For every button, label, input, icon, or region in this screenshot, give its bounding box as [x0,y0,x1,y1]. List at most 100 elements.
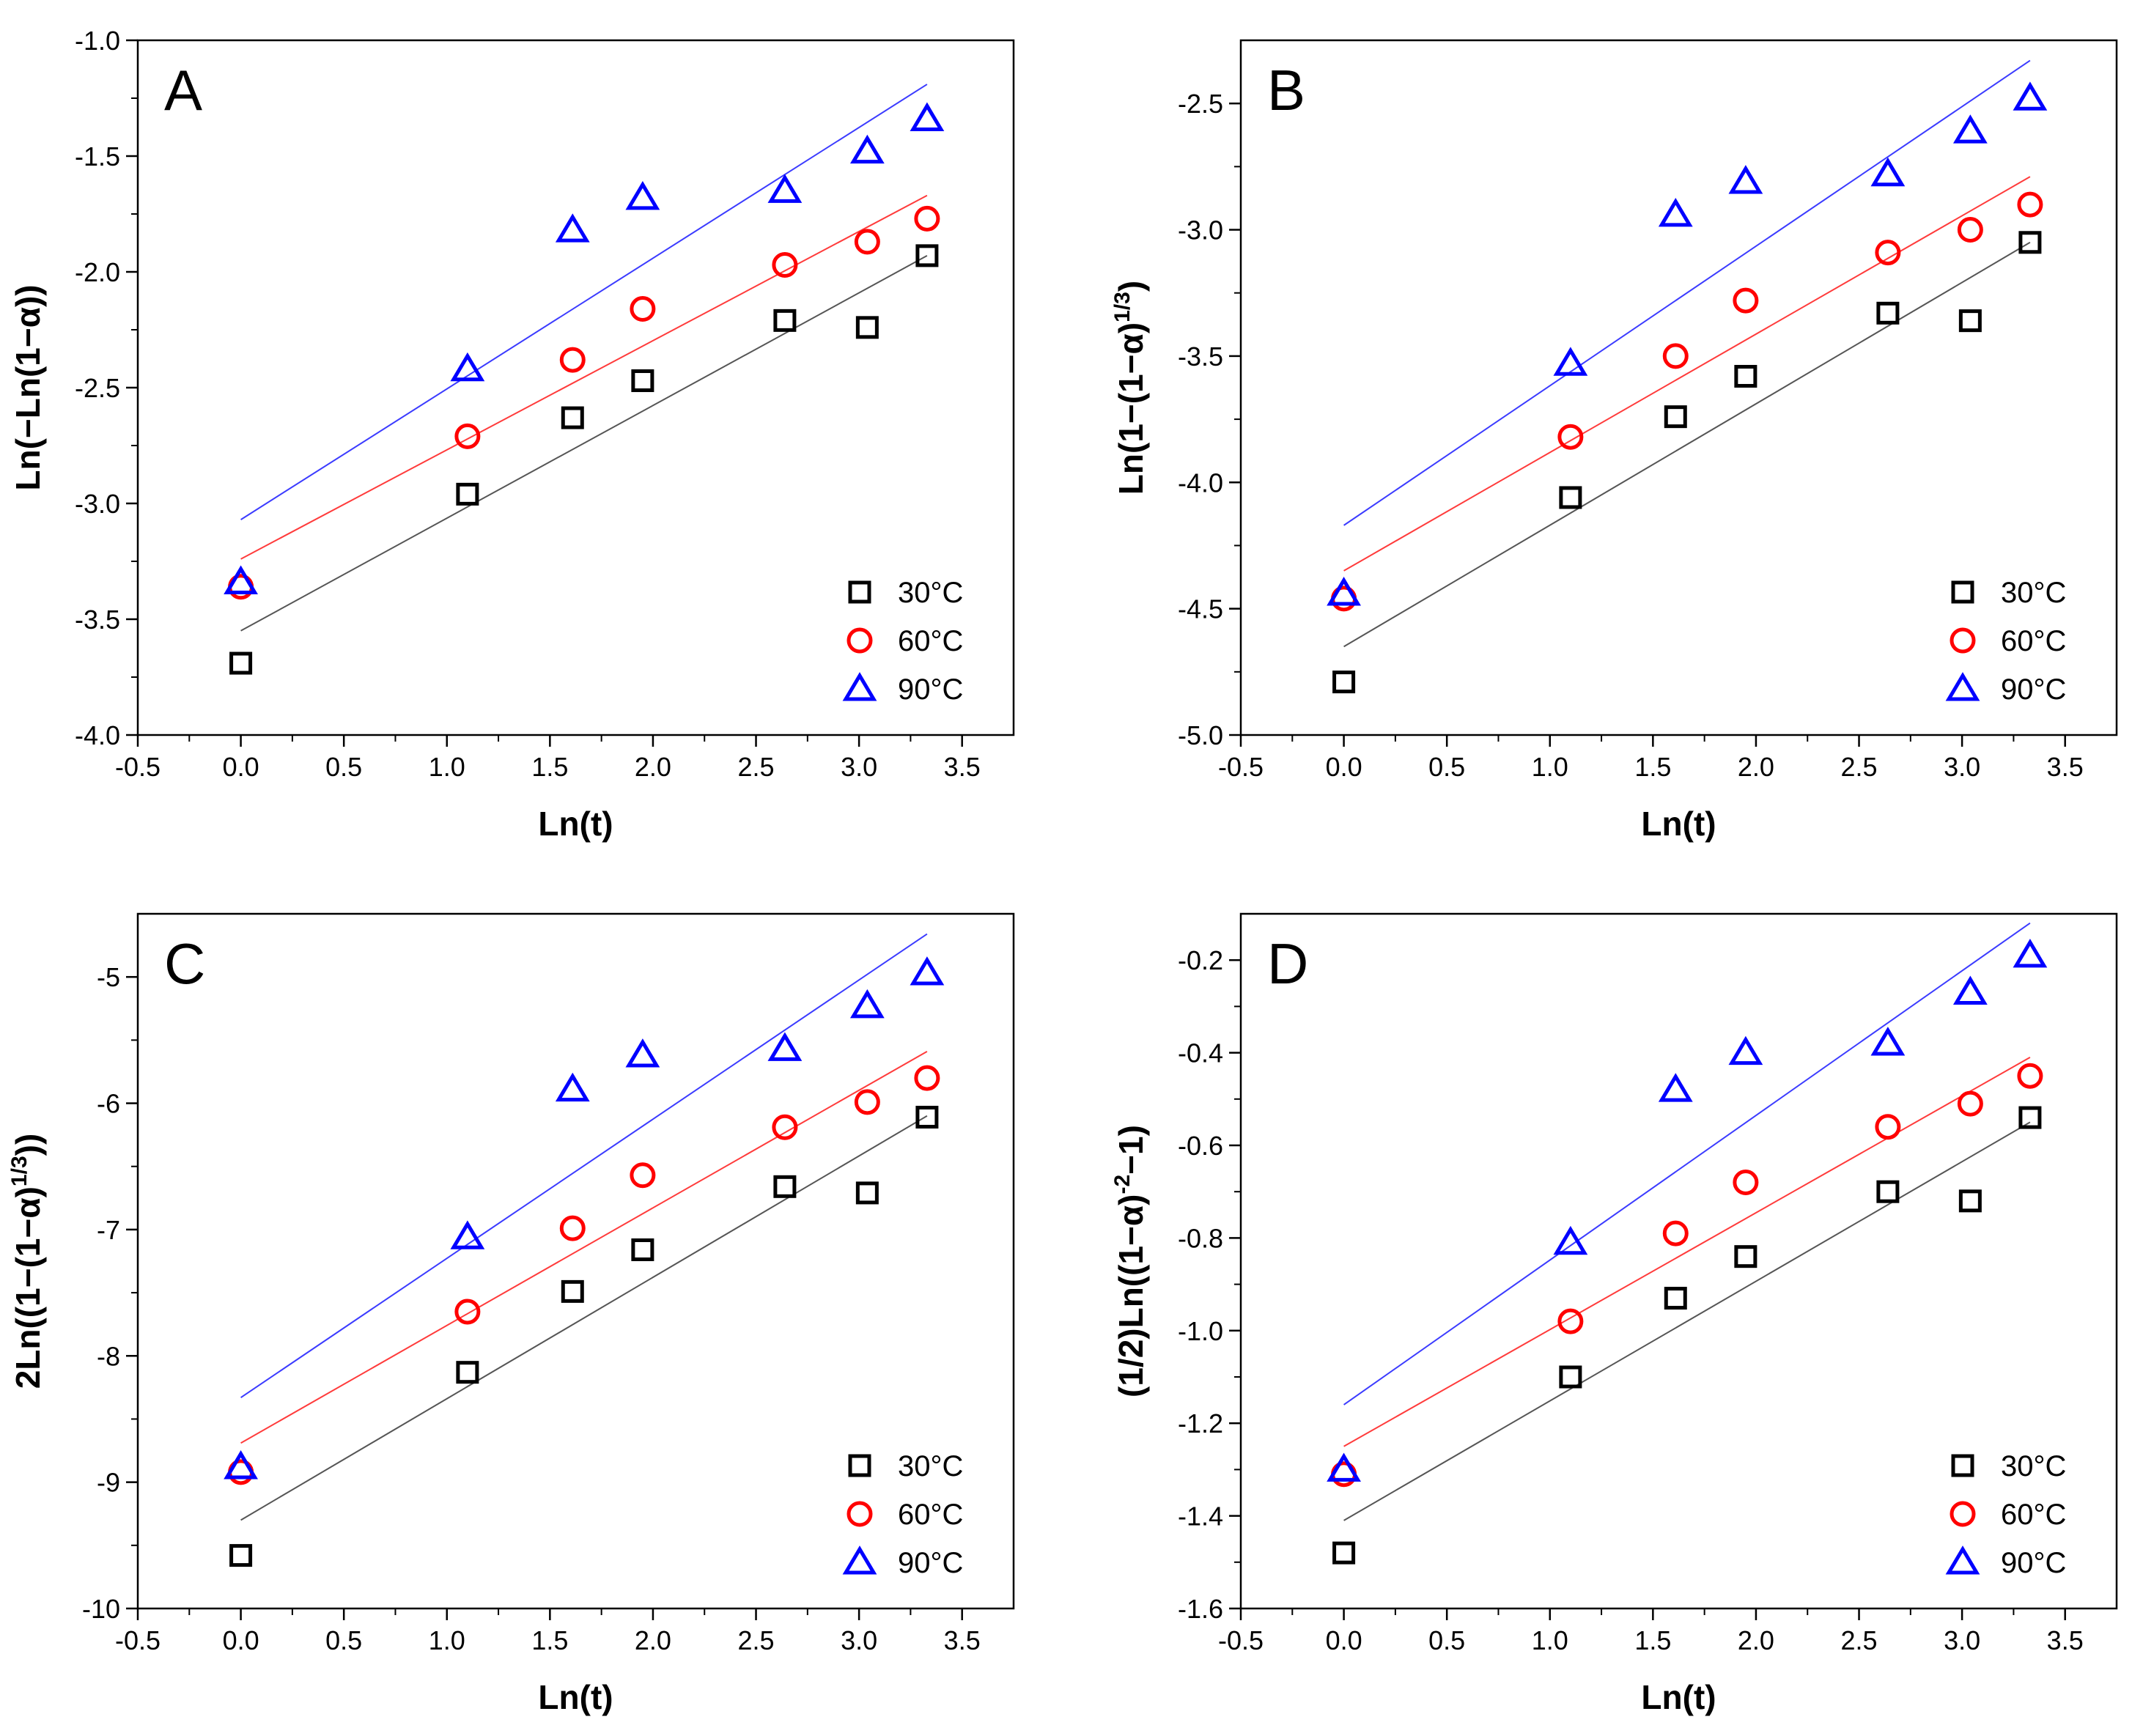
legend-label: 90°C [2001,673,2066,706]
panel-letter: B [1267,58,1305,122]
legend-label: 30°C [898,1450,963,1482]
data-point-square [631,369,654,393]
data-point-circle [1875,1114,1901,1140]
data-point-triangle [1870,1027,1906,1056]
data-point-circle [454,1299,481,1325]
y-tick-label: -9 [97,1468,120,1498]
legend-label-unit: °C [931,577,964,609]
legend-label: 60°C [2001,625,2066,657]
y-tick-label: -4.5 [1178,594,1223,624]
fit-line [1343,59,2031,526]
legend-label-value: 90 [898,673,931,706]
legend-label-value: 60 [898,625,931,657]
data-point-triangle [450,1220,485,1249]
data-point-square [1559,486,1582,509]
fit-line [1343,922,2031,1406]
x-tick-label: 2.0 [1738,752,1774,782]
x-tick-label: 3.0 [1944,1625,1980,1655]
fit-line [240,1051,928,1444]
data-point-square [229,651,253,675]
legend-label-value: 30 [2001,577,2034,609]
y-tick-label: -0.2 [1178,945,1223,975]
panel-letter: A [164,58,202,122]
data-point-square [1734,364,1757,388]
legend-label-value: 60 [898,1499,931,1531]
legend-label: 90°C [898,1547,963,1579]
y-tick-label: -3.5 [1178,341,1223,372]
data-point-circle [454,423,481,449]
x-tick-label: 3.5 [2047,1625,2084,1655]
x-tick-label: 3.5 [2047,752,2084,782]
y-axis-title-superscript: 1/3 [7,1156,32,1186]
x-tick-label: 2.0 [1738,1625,1774,1655]
x-tick-label: 0.0 [223,1625,259,1655]
data-point-circle [1733,1170,1759,1196]
data-point-square [1876,301,1900,325]
panel-d: -0.5 0.0 0.5 1.0 1.5 2.0 2.5 3.0 3.5 -1.6 -1.4 -1.2… [1110,912,2118,1716]
plot-frame [136,39,1015,736]
plot-frame [1239,39,2118,736]
series-90c [224,933,945,1480]
data-point-square [773,309,797,332]
legend-label: 30°C [2001,577,2066,609]
legend-label-unit: °C [931,1450,964,1482]
data-point-circle [559,347,586,373]
x-tick-label: 1.5 [531,1625,568,1655]
data-point-square [1958,1189,1982,1213]
data-point-triangle [1658,1073,1693,1102]
series-90c [1327,59,2048,606]
data-point-square [855,1181,879,1205]
x-tick-label: 0.0 [223,752,259,782]
series-90c [224,84,945,594]
data-point-triangle [1553,1225,1588,1255]
data-point-square [855,316,879,339]
series-60c [228,194,940,600]
x-tick-label: 3.0 [1944,752,1980,782]
series-30c [229,244,939,675]
legend-label: 30°C [2001,1450,2066,1482]
x-axis-title: Ln(t) [538,1678,613,1716]
y-tick-label: -6 [97,1089,120,1119]
legend-marker-square [848,1454,871,1477]
legend-label-unit: °C [2034,577,2067,609]
fit-line [1343,241,2031,648]
data-point-circle [914,205,940,232]
y-axis-title-superscript: 1/3 [1110,292,1135,322]
x-tick-label: 2.5 [1841,1625,1878,1655]
y-tick-label: -1.0 [75,26,120,56]
data-point-circle [914,1065,940,1091]
y-tick-label: -1.0 [1178,1316,1223,1346]
data-point-triangle [849,989,885,1019]
y-axis-title-tail: −1) [1112,1125,1150,1175]
legend-label-unit: °C [2034,1450,2067,1482]
y-tick-label: -5.0 [1178,720,1223,750]
data-point-circle [630,296,656,322]
y-axis-title: 2Ln((1−(1−α)1/3)) [7,1134,47,1389]
y-tick-label: -10 [82,1594,120,1624]
data-point-triangle [1553,347,1588,376]
legend-label-unit: °C [2034,673,2067,706]
series-30c [1332,231,2042,694]
legend-label: 60°C [898,1499,963,1531]
y-tick-label: -5 [97,962,120,992]
x-axis-title: Ln(t) [1641,1678,1716,1716]
y-tick-label: -2.5 [75,373,120,403]
plot-frame [1239,912,2118,1610]
data-point-triangle [1327,577,1361,606]
y-tick-label: -3.5 [75,605,120,635]
data-point-triangle [1952,975,1988,1005]
legend-marker-circle [1950,1501,1976,1527]
data-point-triangle [224,565,258,594]
panel-letter: D [1267,931,1308,996]
data-point-square [915,1106,939,1129]
data-point-square [2018,231,2042,254]
y-axis-title: (1/2)Ln((1−α)-2−1) [1110,1125,1150,1397]
y-tick-label: -1.4 [1178,1502,1223,1532]
data-point-circle [1557,1308,1584,1334]
panel-b: -0.5 0.0 0.5 1.0 1.5 2.0 2.5 3.0 3.5 -5.0 -4.5 -4.0… [1110,39,2118,843]
data-point-triangle [625,1038,660,1068]
data-point-triangle [2013,938,2048,968]
y-axis-title-main: Ln(−Ln(1−α)) [9,284,47,490]
y-axis-title-main: (1/2)Ln((1−α) [1112,1194,1150,1397]
data-point-circle [854,1089,880,1115]
